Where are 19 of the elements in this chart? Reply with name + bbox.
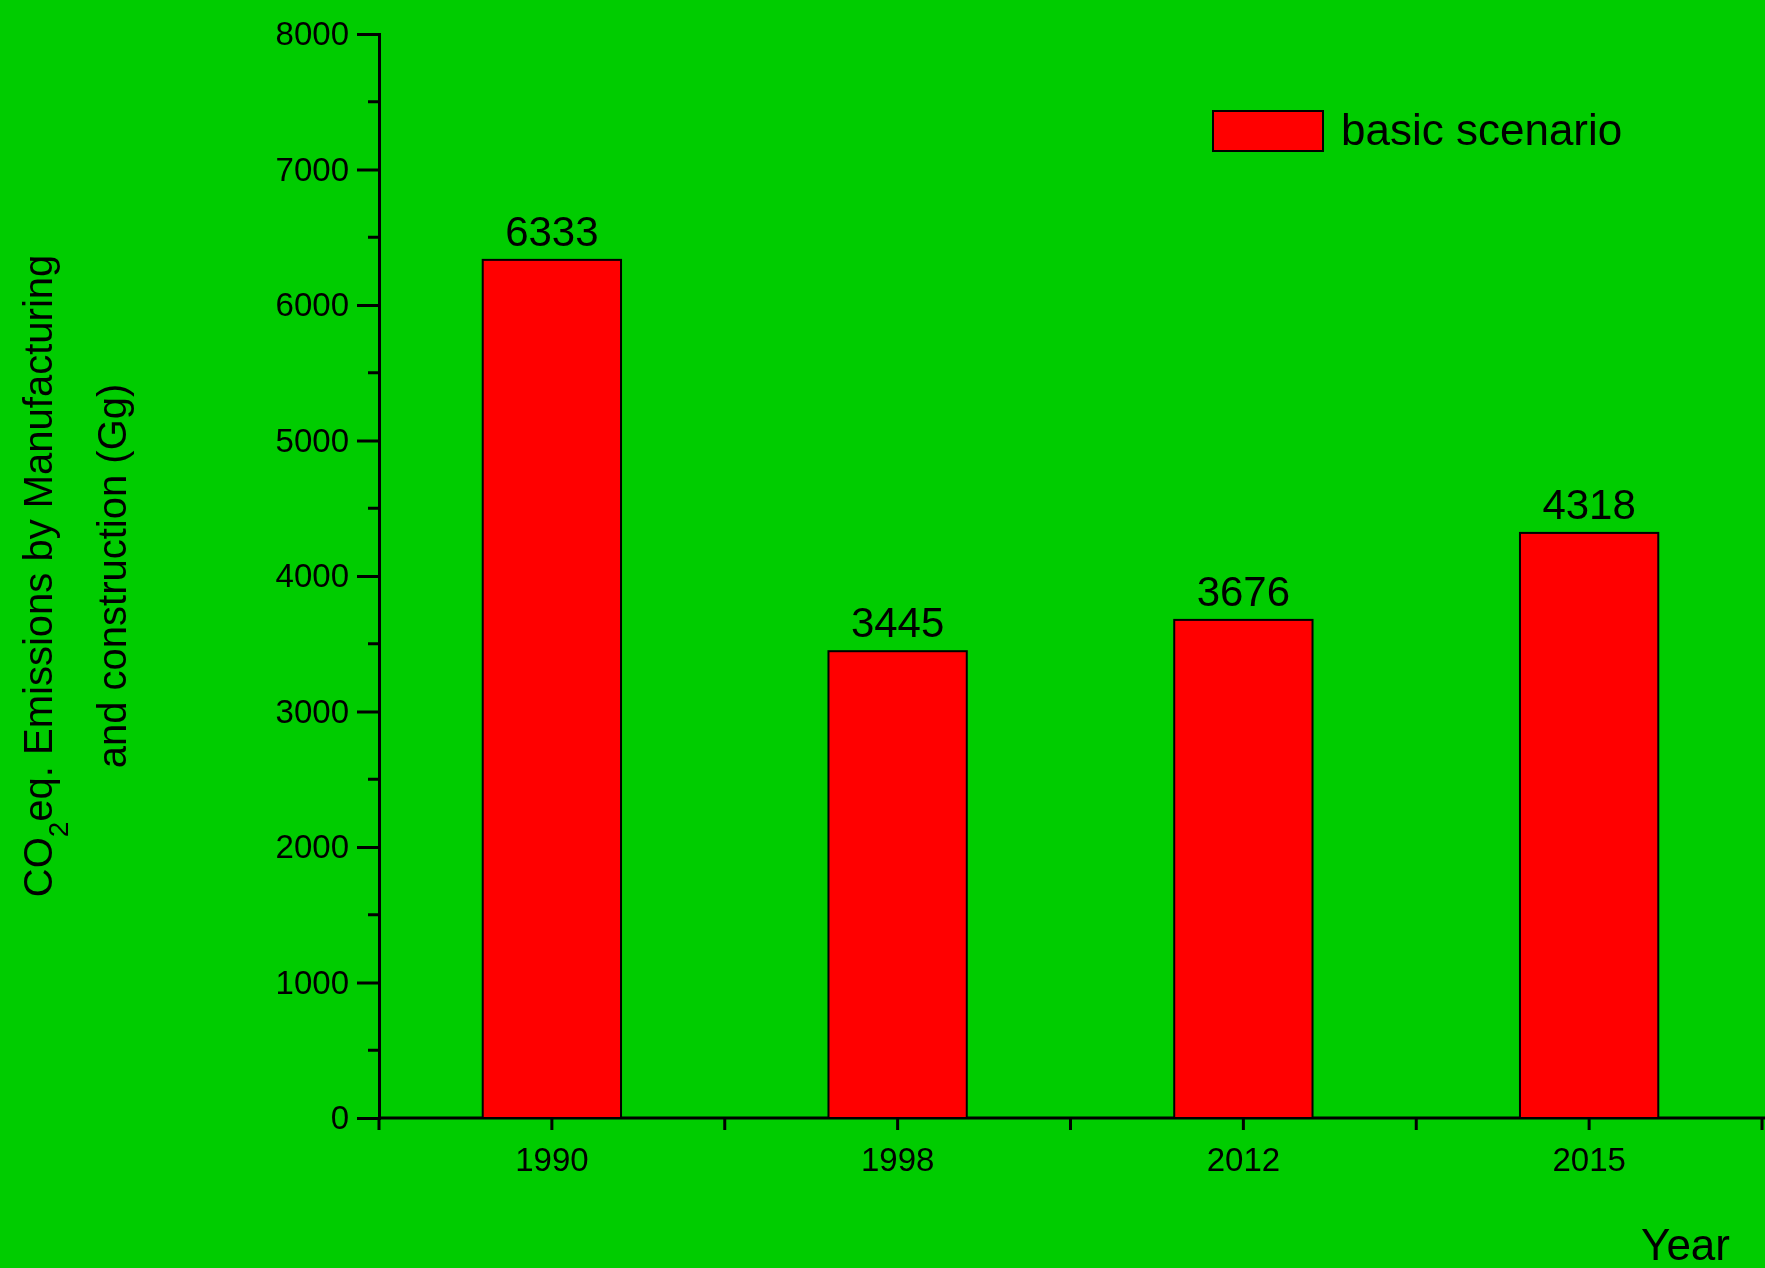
x-tick-label: 1998 (860, 1141, 935, 1179)
data-label: 6333 (505, 207, 599, 255)
y-tick-label: 0 (330, 1099, 349, 1137)
y-tick-label: 7000 (275, 150, 349, 188)
y-tick-label: 2000 (275, 828, 349, 866)
x-axis-title: Year (1641, 1220, 1730, 1268)
legend-label: basic scenario (1341, 105, 1623, 154)
y-tick-label: 1000 (275, 963, 349, 1001)
data-label: 3445 (850, 599, 945, 647)
data-label: 3676 (1196, 567, 1291, 615)
y-tick-label: 5000 (275, 421, 349, 459)
x-tick-label: 2015 (1552, 1141, 1626, 1179)
y-tick-label: 8000 (275, 15, 349, 53)
data-label: 4318 (1542, 480, 1636, 528)
x-tick-label: 1990 (515, 1141, 589, 1179)
y-tick-label: 6000 (275, 286, 349, 324)
x-tick-label: 2012 (1206, 1141, 1281, 1179)
y-tick-label: 4000 (275, 557, 349, 595)
y-tick-label: 3000 (275, 692, 349, 730)
